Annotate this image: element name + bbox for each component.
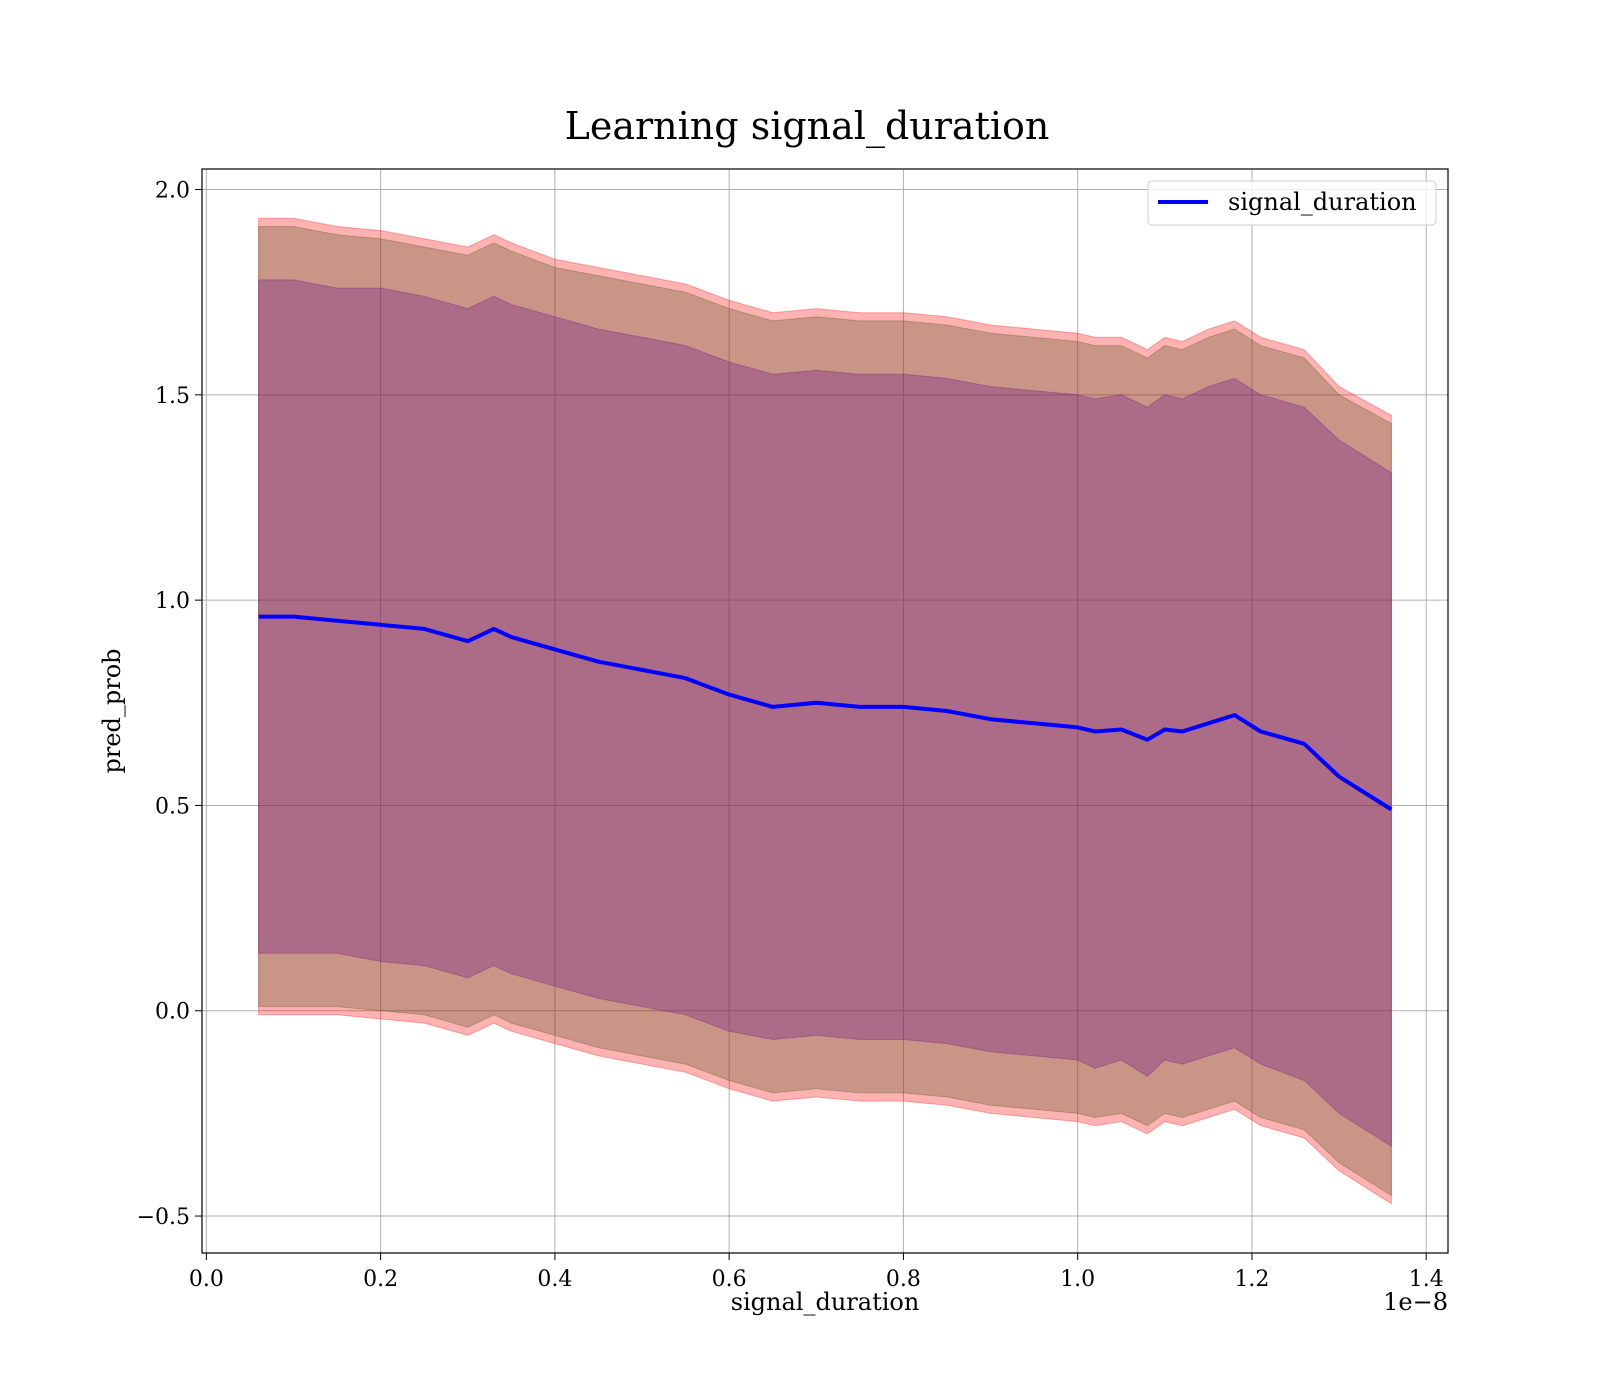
y-tick-label: 1.5	[155, 384, 190, 409]
confidence-band-3	[258, 279, 1392, 1148]
x-tick-label: 0.6	[712, 1267, 747, 1292]
confidence-band-2	[258, 226, 1392, 1197]
series-lines	[258, 614, 1393, 812]
y-tick-label: −0.5	[137, 1205, 190, 1230]
legend-label: signal_duration	[1228, 188, 1417, 216]
x-axis-ticks: 0.0 0.2 0.4 0.6 0.8 1.0 1.2 1.4	[189, 1253, 1444, 1292]
chart-title: Learning signal_duration	[565, 104, 1050, 149]
series-line-signal_duration	[258, 614, 1393, 812]
y-tick-label: 0.0	[155, 1000, 190, 1025]
y-axis-label: pred_prob	[98, 648, 126, 773]
legend-box	[1147, 180, 1437, 226]
plot-frame	[201, 168, 1449, 1254]
y-tick-label: 0.5	[155, 794, 190, 819]
x-tick-label: 0.0	[189, 1267, 224, 1292]
confidence-bands	[258, 217, 1392, 1205]
x-tick-label: 0.4	[537, 1267, 572, 1292]
x-tick-label: 0.8	[886, 1267, 921, 1292]
x-axis-label: signal_duration	[731, 1288, 920, 1316]
x-tick-label: 1.4	[1409, 1267, 1444, 1292]
y-tick-label: 2.0	[155, 179, 190, 204]
x-tick-label: 1.2	[1234, 1267, 1269, 1292]
x-tick-label: 1.0	[1060, 1267, 1095, 1292]
confidence-band-1	[258, 217, 1392, 1205]
legend: signal_duration	[1147, 180, 1437, 226]
x-axis-offset-label: 1e−8	[1383, 1288, 1448, 1316]
y-tick-label: 1.0	[155, 589, 190, 614]
grid	[202, 169, 1448, 1253]
y-axis-ticks: −0.5 0.0 0.5 1.0 1.5 2.0	[137, 179, 202, 1230]
x-tick-label: 0.2	[363, 1267, 398, 1292]
